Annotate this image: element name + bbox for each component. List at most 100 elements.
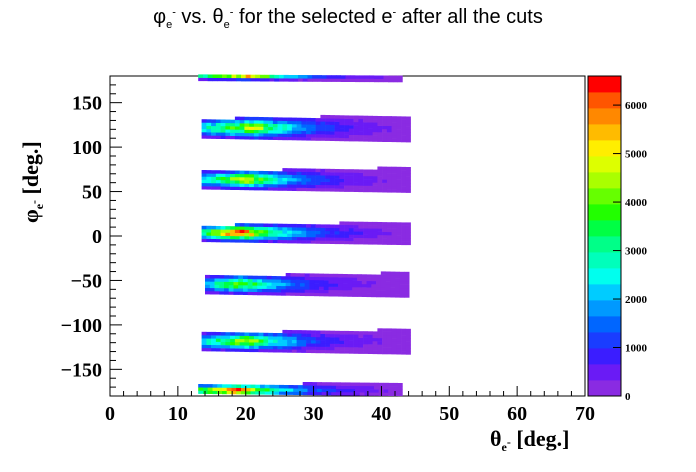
- heatmap-cell: [358, 350, 364, 354]
- heatmap-cell: [367, 344, 373, 348]
- heatmap-cell: [377, 135, 383, 139]
- heatmap-cell: [376, 290, 381, 295]
- heatmap-cell: [222, 77, 228, 82]
- heatmap-cell: [219, 287, 225, 292]
- heatmap-cell: [239, 173, 245, 178]
- heatmap-cell: [277, 180, 283, 185]
- heatmap-cell: [357, 290, 362, 294]
- heatmap-cell: [350, 382, 356, 386]
- heatmap-cell: [258, 170, 264, 175]
- heatmap-cell: [386, 328, 392, 332]
- heatmap-cell: [225, 183, 231, 187]
- heatmap-cell: [331, 75, 337, 79]
- heatmap-cell: [374, 385, 379, 390]
- heatmap-cell: [372, 237, 378, 242]
- heatmap-cell: [263, 229, 269, 234]
- heatmap-cell: [274, 78, 280, 82]
- heatmap-cell: [253, 177, 259, 181]
- heatmap-cell: [272, 123, 278, 128]
- heatmap-cell: [344, 128, 350, 132]
- heatmap-cell: [209, 281, 215, 285]
- heatmap-cell: [264, 388, 270, 392]
- heatmap-cell: [334, 185, 340, 189]
- heatmap-cell: [203, 77, 208, 82]
- heatmap-cell: [383, 78, 389, 83]
- heatmap-cell: [307, 78, 313, 82]
- heatmap-cell: [279, 74, 284, 79]
- heatmap-cell: [391, 350, 397, 355]
- heatmap-cell: [225, 180, 231, 184]
- heatmap-cell: [247, 291, 253, 296]
- heatmap-cell: [291, 342, 297, 347]
- heatmap-cell: [207, 77, 213, 82]
- heatmap-cell: [364, 385, 370, 390]
- heatmap-cell: [296, 124, 302, 128]
- heatmap-cell: [250, 77, 256, 82]
- heatmap-cell: [325, 127, 331, 132]
- heatmap-cell: [344, 121, 350, 126]
- heatmap-cell: [353, 221, 359, 226]
- heatmap-cell: [243, 285, 248, 289]
- heatmap-cell: [367, 241, 373, 245]
- heatmap-cell: [372, 169, 378, 174]
- heatmap-cell: [211, 232, 217, 236]
- heatmap-cell: [345, 78, 351, 82]
- heatmap-cell: [244, 332, 250, 336]
- heatmap-cell: [244, 335, 250, 340]
- heatmap-cell: [405, 129, 411, 133]
- heatmap-cell: [405, 122, 411, 127]
- heatmap-cell: [320, 181, 326, 186]
- heatmap-cell: [222, 390, 228, 395]
- heatmap-cell: [211, 225, 217, 230]
- heatmap-cell: [211, 344, 217, 349]
- heatmap-cell: [363, 337, 369, 342]
- heatmap-cell: [277, 336, 283, 340]
- heatmap-cell: [302, 78, 308, 82]
- heatmap-cell: [396, 173, 402, 177]
- heatmap-cell: [334, 131, 340, 135]
- heatmap-cell: [201, 235, 207, 239]
- heatmap-cell: [321, 385, 327, 389]
- heatmap-cell: [334, 343, 340, 348]
- heatmap-cell: [258, 335, 264, 340]
- heatmap-cell: [230, 119, 236, 124]
- heatmap-cell: [334, 134, 340, 138]
- heatmap-cell: [376, 274, 381, 279]
- heatmap-cell: [272, 333, 278, 337]
- heatmap-cell: [340, 382, 346, 386]
- heatmap-cell: [296, 136, 302, 141]
- heatmap-cell: [377, 172, 383, 177]
- y-tick-label: −150: [61, 359, 102, 381]
- colorbar-tick-label: 1000: [625, 343, 648, 355]
- heatmap-cell: [345, 388, 351, 393]
- heatmap-cell: [253, 180, 259, 184]
- heatmap-cell: [264, 78, 270, 82]
- heatmap-cell: [329, 224, 335, 228]
- heatmap-cell: [338, 277, 344, 281]
- heatmap-cell: [203, 384, 208, 388]
- heatmap-cell: [371, 293, 377, 298]
- heatmap-cell: [377, 116, 383, 120]
- heatmap-cell: [385, 274, 391, 279]
- heatmap-cell: [372, 331, 378, 335]
- heatmap-cell: [382, 328, 388, 332]
- heatmap-cell: [396, 119, 402, 123]
- heatmap-cell: [274, 388, 280, 392]
- heatmap-cell: [296, 117, 302, 122]
- heatmap-cell: [291, 187, 297, 191]
- heatmap-cell: [310, 184, 316, 189]
- heatmap-cell: [263, 332, 269, 337]
- heatmap-cell: [388, 75, 394, 80]
- heatmap-cell: [314, 276, 320, 281]
- heatmap-cell: [249, 177, 255, 181]
- heatmap-cell: [230, 232, 236, 237]
- heatmap-cell: [367, 234, 373, 239]
- heatmap-cell: [309, 289, 315, 293]
- x-tick-label: 0: [105, 403, 115, 425]
- heatmap-cell: [241, 390, 246, 395]
- heatmap-cell: [347, 280, 353, 284]
- heatmap-cell: [262, 291, 267, 296]
- heatmap-cell: [315, 171, 321, 176]
- heatmap-cell: [220, 341, 226, 346]
- heatmap-cell: [277, 349, 283, 353]
